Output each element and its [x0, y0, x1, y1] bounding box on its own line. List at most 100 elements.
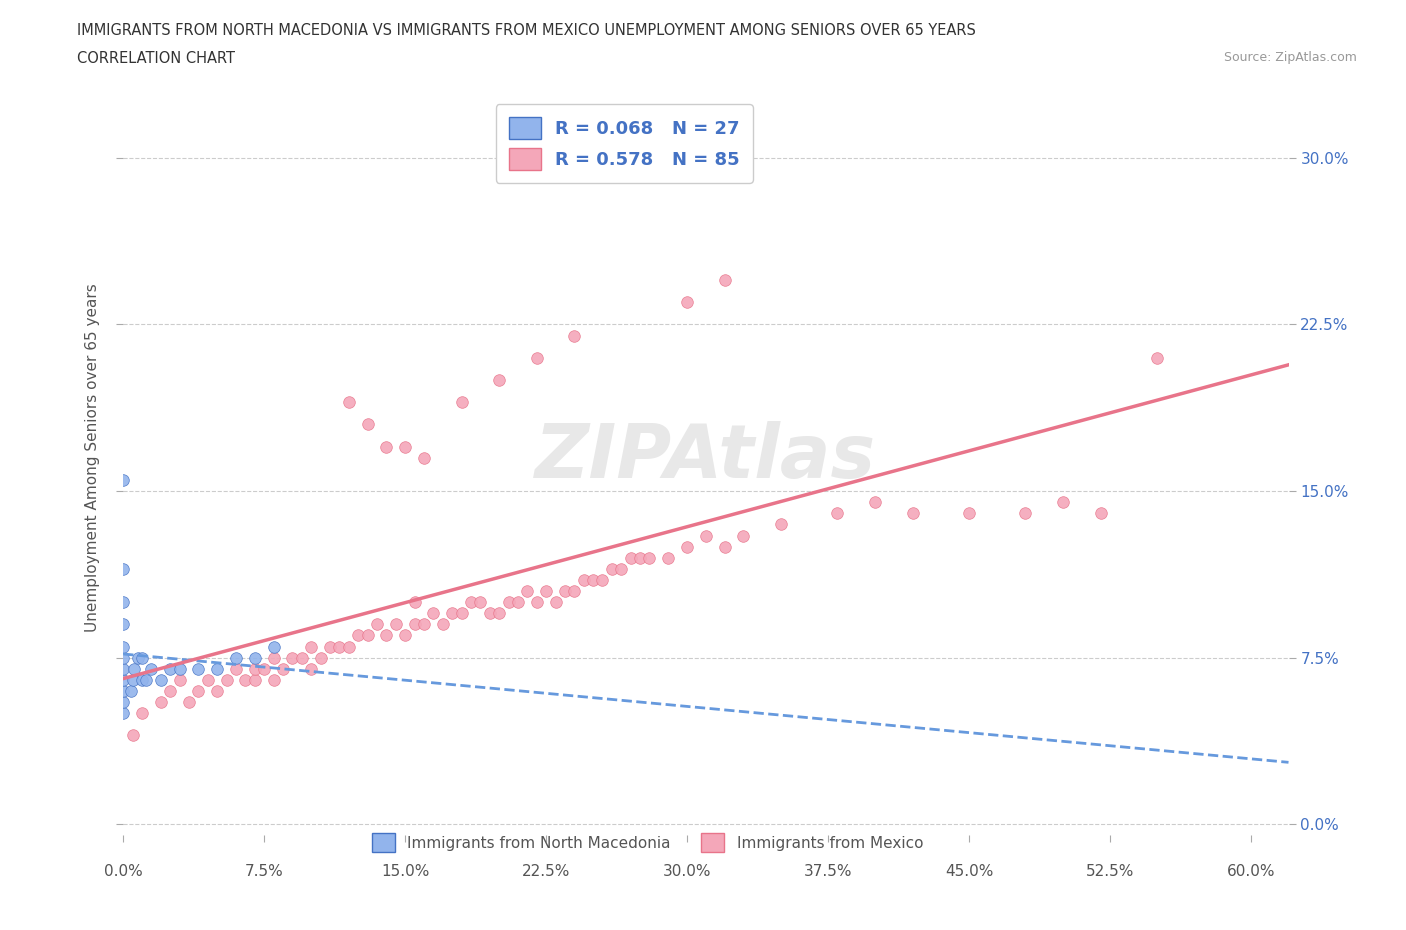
- Point: [243, 650, 266, 665]
- Point: [263, 672, 285, 687]
- Legend: Immigrants from North Macedonia, Immigrants from Mexico: Immigrants from North Macedonia, Immigra…: [366, 827, 929, 858]
- Point: [271, 661, 294, 676]
- Point: [112, 672, 135, 687]
- Point: [384, 617, 406, 631]
- Point: [112, 695, 135, 710]
- Point: [309, 650, 332, 665]
- Point: [112, 684, 135, 698]
- Point: [413, 617, 436, 631]
- Point: [205, 684, 228, 698]
- Point: [112, 661, 135, 676]
- Text: CORRELATION CHART: CORRELATION CHART: [77, 51, 235, 66]
- Point: [713, 539, 735, 554]
- Point: [1146, 351, 1168, 365]
- Point: [394, 628, 416, 643]
- Point: [441, 605, 464, 620]
- Point: [488, 373, 510, 388]
- Point: [901, 506, 924, 521]
- Point: [127, 650, 149, 665]
- Point: [534, 584, 557, 599]
- Point: [197, 672, 219, 687]
- Point: [544, 594, 567, 609]
- Point: [337, 394, 360, 409]
- Point: [121, 728, 143, 743]
- Text: 15.0%: 15.0%: [381, 864, 429, 879]
- Point: [600, 562, 623, 577]
- Point: [215, 672, 238, 687]
- Point: [516, 584, 538, 599]
- Point: [112, 706, 135, 721]
- Point: [695, 528, 717, 543]
- Point: [404, 617, 426, 631]
- Point: [413, 450, 436, 465]
- Point: [124, 661, 146, 676]
- Text: Source: ZipAtlas.com: Source: ZipAtlas.com: [1223, 51, 1357, 64]
- Text: 0.0%: 0.0%: [104, 864, 142, 879]
- Point: [827, 506, 849, 521]
- Point: [281, 650, 304, 665]
- Point: [235, 672, 257, 687]
- Point: [582, 573, 605, 588]
- Point: [356, 628, 378, 643]
- Point: [299, 661, 322, 676]
- Point: [149, 695, 172, 710]
- Point: [169, 661, 191, 676]
- Point: [1090, 506, 1112, 521]
- Point: [375, 628, 398, 643]
- Point: [366, 617, 388, 631]
- Point: [498, 594, 520, 609]
- Point: [506, 594, 529, 609]
- Point: [131, 650, 153, 665]
- Text: 37.5%: 37.5%: [804, 864, 852, 879]
- Point: [225, 650, 247, 665]
- Text: 7.5%: 7.5%: [245, 864, 284, 879]
- Point: [676, 295, 699, 310]
- Point: [112, 562, 135, 577]
- Point: [337, 639, 360, 654]
- Text: ZIPAtlas: ZIPAtlas: [536, 421, 876, 494]
- Text: IMMIGRANTS FROM NORTH MACEDONIA VS IMMIGRANTS FROM MEXICO UNEMPLOYMENT AMONG SEN: IMMIGRANTS FROM NORTH MACEDONIA VS IMMIG…: [77, 23, 976, 38]
- Point: [526, 351, 548, 365]
- Point: [422, 605, 444, 620]
- Point: [177, 695, 200, 710]
- Point: [225, 661, 247, 676]
- Point: [863, 495, 886, 510]
- Point: [628, 551, 651, 565]
- Point: [187, 661, 209, 676]
- Point: [243, 672, 266, 687]
- Point: [450, 605, 472, 620]
- Text: 45.0%: 45.0%: [945, 864, 993, 879]
- Point: [356, 417, 378, 432]
- Point: [554, 584, 576, 599]
- Point: [526, 594, 548, 609]
- Point: [592, 573, 614, 588]
- Point: [141, 661, 163, 676]
- Point: [112, 617, 135, 631]
- Point: [676, 539, 699, 554]
- Point: [460, 594, 482, 609]
- Point: [253, 661, 276, 676]
- Point: [149, 672, 172, 687]
- Text: 52.5%: 52.5%: [1085, 864, 1135, 879]
- Point: [610, 562, 633, 577]
- Point: [562, 328, 585, 343]
- Point: [112, 650, 135, 665]
- Text: 60.0%: 60.0%: [1226, 864, 1275, 879]
- Point: [159, 684, 181, 698]
- Point: [470, 594, 492, 609]
- Point: [159, 661, 181, 676]
- Point: [733, 528, 755, 543]
- Point: [121, 672, 143, 687]
- Point: [620, 551, 643, 565]
- Point: [347, 628, 370, 643]
- Point: [131, 706, 153, 721]
- Point: [135, 672, 157, 687]
- Text: 30.0%: 30.0%: [662, 864, 711, 879]
- Point: [187, 684, 209, 698]
- Point: [638, 551, 661, 565]
- Point: [291, 650, 314, 665]
- Point: [404, 594, 426, 609]
- Point: [488, 605, 510, 620]
- Point: [169, 672, 191, 687]
- Point: [263, 639, 285, 654]
